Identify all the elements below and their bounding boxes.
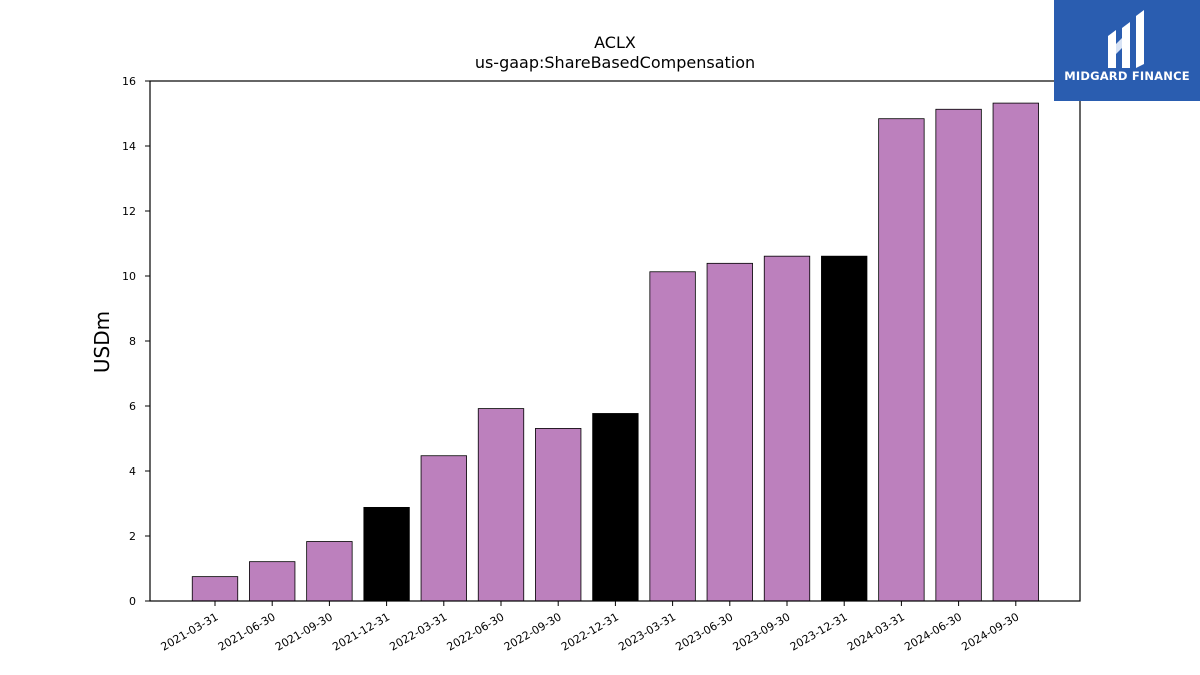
x-tick-label: 2022-09-30: [502, 610, 564, 653]
x-tick-label: 2021-12-31: [330, 610, 392, 653]
bar-2022-12-31: [592, 413, 639, 602]
y-axis-ticks: 0 2 4 6 8 10 12 14 16: [122, 75, 150, 608]
x-tick-label: 2021-06-30: [216, 610, 278, 653]
midgard-logo-icon: [1108, 10, 1144, 68]
chart-title: ACLX: [594, 33, 636, 52]
bar-2022-03-31: [420, 455, 467, 602]
bar-2023-03-31: [649, 271, 696, 602]
y-tick-label: 4: [129, 465, 136, 478]
bar-2021-09-30: [306, 541, 353, 602]
bar-2024-03-31: [878, 118, 925, 602]
bar-2023-09-30: [763, 255, 811, 602]
bar-2021-03-31: [191, 576, 239, 602]
midgard-finance-logo: MIDGARD FINANCE: [1054, 0, 1200, 101]
x-tick-label: 2021-09-30: [273, 610, 335, 653]
chart-subtitle: us-gaap:ShareBasedCompensation: [475, 53, 755, 72]
y-tick-label: 6: [129, 400, 136, 413]
y-tick-label: 2: [129, 530, 136, 543]
x-tick-label: 2023-12-31: [788, 610, 850, 653]
x-tick-label: 2021-03-31: [159, 610, 221, 653]
x-axis-ticks: 2021-03-312021-06-302021-09-302021-12-31…: [159, 601, 1021, 654]
x-tick-label: 2024-09-30: [959, 610, 1021, 653]
bar-2023-06-30: [706, 262, 753, 602]
plot-frame: [149, 80, 1081, 602]
y-tick-label: 0: [129, 595, 136, 608]
y-tick-label: 14: [122, 140, 136, 153]
y-tick-label: 10: [122, 270, 136, 283]
x-tick-label: 2023-09-30: [731, 610, 793, 653]
y-tick-label: 8: [129, 335, 136, 348]
logo-text: MIDGARD FINANCE: [1064, 69, 1190, 83]
y-axis-label: USDm: [90, 311, 114, 373]
bar-2024-06-30: [935, 108, 982, 602]
x-tick-label: 2022-12-31: [559, 610, 621, 653]
bar-2021-12-31: [363, 506, 410, 602]
bar-2022-06-30: [477, 408, 525, 602]
bars: [191, 102, 1039, 602]
bar-2023-12-31: [821, 255, 868, 602]
x-tick-label: 2022-03-31: [387, 610, 449, 653]
y-tick-label: 16: [122, 75, 136, 88]
bar-2024-09-30: [992, 102, 1039, 602]
x-tick-label: 2023-03-31: [616, 610, 678, 653]
x-tick-label: 2023-06-30: [673, 610, 735, 653]
x-tick-label: 2024-03-31: [845, 610, 907, 653]
x-tick-label: 2024-06-30: [902, 610, 964, 653]
x-tick-label: 2022-06-30: [445, 610, 507, 653]
bar-2022-09-30: [535, 428, 582, 602]
y-tick-label: 12: [122, 205, 136, 218]
bar-2021-06-30: [249, 561, 296, 602]
